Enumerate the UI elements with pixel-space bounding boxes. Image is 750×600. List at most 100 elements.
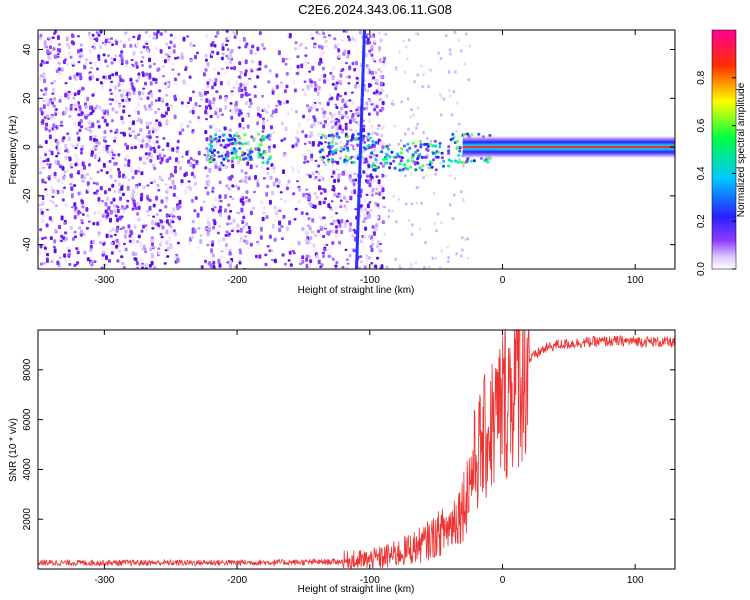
spectrogram-cell <box>237 212 241 215</box>
spectrogram-cell <box>367 112 371 116</box>
spectrogram-cell <box>114 131 117 134</box>
spectrogram-cell <box>264 64 268 69</box>
spectrogram-cell <box>258 60 262 66</box>
spectrogram-cell <box>284 62 288 66</box>
spectrogram-cell <box>224 156 228 160</box>
spectrogram-cell <box>64 143 68 149</box>
spectrogram-cell <box>121 79 125 83</box>
spectrogram-cell <box>271 258 274 262</box>
spectrogram-cell <box>352 249 356 253</box>
spectrogram-cell <box>312 244 316 247</box>
spectrogram-cell <box>204 166 208 170</box>
spectrogram-cell <box>336 160 340 165</box>
spectrogram-cell <box>298 199 301 204</box>
colorbar-ticks: 0.00.20.40.60.8 <box>696 70 736 276</box>
spectrogram-cell <box>179 166 183 171</box>
spectrogram-cell <box>322 235 326 238</box>
spectrogram-cell <box>38 266 42 269</box>
spectrogram-cell <box>174 165 178 169</box>
spectrogram-cell <box>369 173 373 179</box>
spectrogram-cell <box>218 224 221 228</box>
spectrogram-cell <box>78 107 82 112</box>
spectrogram-cell <box>150 101 154 106</box>
spectrogram-cell <box>388 209 391 213</box>
spectrogram-cell <box>205 118 208 121</box>
spectrogram-cell <box>64 149 68 153</box>
spectrogram-cell <box>93 211 97 215</box>
spectrogram-cell <box>41 122 45 125</box>
spectrogram-cell <box>362 127 366 133</box>
spectrogram-cell <box>56 260 60 266</box>
y-tick-label: 20 <box>22 92 33 104</box>
spectrogram-cell <box>89 244 93 249</box>
spectrogram-cell <box>169 213 173 217</box>
spectrogram-cell <box>84 61 88 66</box>
spectrogram-cell <box>74 153 78 158</box>
spectrogram-cell <box>339 73 343 78</box>
spectrogram-cell <box>85 207 89 212</box>
spectrogram-cell <box>154 78 158 81</box>
spectrogram-cell <box>52 246 56 248</box>
spectrogram-cell <box>189 59 193 63</box>
spectrogram-cell <box>283 137 287 141</box>
spectrogram-cell <box>440 95 443 99</box>
spectrogram-cell <box>81 205 85 209</box>
spectrogram-cell <box>124 247 128 252</box>
spectrogram-cell <box>60 120 63 124</box>
spectrogram-cell <box>329 208 333 211</box>
spectrogram-cell <box>455 129 458 133</box>
colorbar-tick-label: 0.2 <box>696 214 707 228</box>
spectrogram-cell <box>160 113 164 118</box>
spectrogram-cell <box>288 250 292 255</box>
spectrogram-cell <box>191 129 195 132</box>
spectrogram-cell <box>60 67 64 72</box>
spectrogram-cell <box>337 173 341 179</box>
spectrogram-cell <box>114 54 118 58</box>
spectrogram-cell <box>132 130 136 133</box>
spectrogram-cell <box>205 105 208 110</box>
spectrogram-cell <box>121 98 125 102</box>
spectrogram-cell <box>264 253 268 257</box>
spectrogram-cell <box>38 236 42 240</box>
spectrogram-cell <box>415 126 418 130</box>
spectrogram-cell <box>229 60 232 65</box>
spectrogram-cell <box>244 59 248 65</box>
spectrogram-cell <box>375 175 379 178</box>
spectrogram-cell <box>211 101 215 105</box>
spectrogram-cell <box>120 58 124 63</box>
spectrogram-cell <box>109 234 113 238</box>
spectrogram-cell <box>464 238 467 241</box>
spectrogram-cell <box>117 82 121 87</box>
spectrogram-cell <box>101 200 104 203</box>
spectrogram-cell <box>372 153 376 157</box>
spectrogram-cell <box>189 41 193 47</box>
spectrogram-cell <box>376 87 380 91</box>
spectrogram-cell <box>307 217 311 221</box>
spectrogram-cell <box>313 177 317 180</box>
spectrogram-cell <box>206 191 210 196</box>
spectrogram-cell <box>300 63 304 69</box>
spectrogram-cell <box>209 106 212 110</box>
spectrogram-cell <box>410 159 414 163</box>
spectrogram-cell <box>285 186 289 191</box>
spectrogram-cell <box>72 97 76 100</box>
spectrogram-cell <box>352 182 356 187</box>
spectrogram-cell <box>310 157 314 162</box>
spectrogram-cell <box>399 139 403 143</box>
spectrogram-cell <box>93 260 97 263</box>
spectrogram-cell <box>133 225 137 229</box>
spectrogram-cell <box>427 166 431 170</box>
spectrogram-cell <box>309 236 313 240</box>
spectrogram-cell <box>56 160 60 166</box>
spectrogram-cell <box>185 103 189 109</box>
spectrogram-cell <box>167 46 171 50</box>
spectrogram-cell <box>322 200 326 205</box>
spectrogram-cell <box>148 57 151 63</box>
spectrogram-cell <box>93 46 97 50</box>
spectrogram-cell <box>129 43 133 48</box>
spectrogram-cell <box>106 198 110 202</box>
spectrogram-cell <box>78 55 82 58</box>
spectrogram-cell <box>372 76 376 80</box>
spectrogram-cell <box>367 146 371 150</box>
spectrogram-cell <box>358 266 362 269</box>
